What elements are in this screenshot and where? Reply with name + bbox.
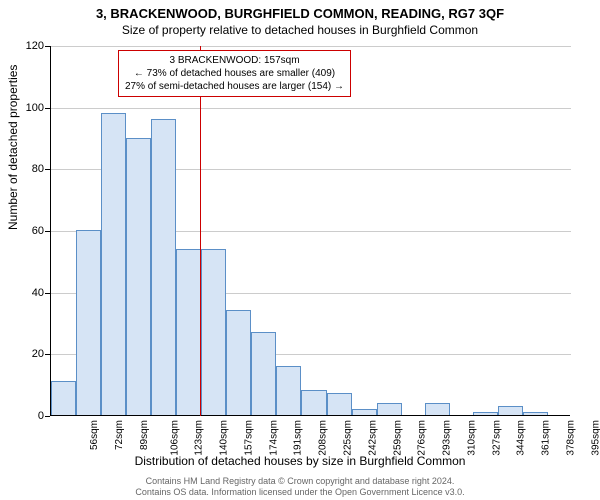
xtick-label: 378sqm: [565, 420, 576, 456]
histogram-bar: [101, 113, 126, 415]
xtick-label: 293sqm: [442, 420, 453, 456]
histogram-bar: [251, 332, 276, 415]
ytick-mark: [45, 293, 50, 294]
xtick-label: 157sqm: [244, 420, 255, 456]
ytick-label: 120: [14, 40, 44, 52]
y-axis-label: Number of detached properties: [6, 65, 20, 230]
histogram-bars: [51, 45, 571, 415]
footer: Contains HM Land Registry data © Crown c…: [0, 476, 600, 498]
annotation-line-2: ← 73% of detached houses are smaller (40…: [125, 67, 344, 80]
ytick-label: 80: [14, 163, 44, 175]
chart-subtitle: Size of property relative to detached ho…: [0, 21, 600, 37]
histogram-bar: [301, 390, 326, 415]
chart-container: 3, BRACKENWOOD, BURGHFIELD COMMON, READI…: [0, 0, 600, 500]
ytick-mark: [45, 169, 50, 170]
histogram-bar: [151, 119, 176, 415]
histogram-bar: [352, 409, 377, 415]
xtick-label: 72sqm: [114, 420, 125, 450]
xtick-label: 327sqm: [491, 420, 502, 456]
xtick-label: 140sqm: [219, 420, 230, 456]
ytick-label: 20: [14, 348, 44, 360]
histogram-bar: [498, 406, 523, 415]
xtick-label: 123sqm: [194, 420, 205, 456]
xtick-label: 361sqm: [541, 420, 552, 456]
histogram-bar: [377, 403, 402, 415]
histogram-bar: [523, 412, 548, 415]
xtick-label: 174sqm: [268, 420, 279, 456]
ytick-label: 60: [14, 225, 44, 237]
ytick-mark: [45, 108, 50, 109]
xtick-label: 310sqm: [466, 420, 477, 456]
ytick-label: 40: [14, 287, 44, 299]
annotation-box: 3 BRACKENWOOD: 157sqm ← 73% of detached …: [118, 50, 351, 97]
ytick-mark: [45, 231, 50, 232]
reference-line: [200, 46, 201, 416]
xtick-label: 106sqm: [169, 420, 180, 456]
histogram-bar: [425, 403, 450, 415]
xtick-label: 225sqm: [343, 420, 354, 456]
footer-line-2: Contains OS data. Information licensed u…: [0, 487, 600, 498]
annotation-line-1: 3 BRACKENWOOD: 157sqm: [125, 54, 344, 67]
chart-title: 3, BRACKENWOOD, BURGHFIELD COMMON, READI…: [0, 0, 600, 21]
histogram-bar: [76, 230, 101, 415]
xtick-label: 191sqm: [293, 420, 304, 456]
plot-area: 020406080100120 56sqm72sqm89sqm106sqm123…: [50, 46, 570, 416]
histogram-bar: [126, 138, 151, 416]
histogram-bar: [327, 393, 352, 415]
histogram-bar: [226, 310, 251, 415]
xtick-label: 208sqm: [318, 420, 329, 456]
xtick-label: 276sqm: [417, 420, 428, 456]
histogram-bar: [276, 366, 301, 415]
xtick-label: 259sqm: [392, 420, 403, 456]
footer-line-1: Contains HM Land Registry data © Crown c…: [0, 476, 600, 487]
histogram-bar: [201, 249, 226, 416]
ytick-mark: [45, 416, 50, 417]
histogram-bar: [473, 412, 498, 415]
xtick-label: 242sqm: [367, 420, 378, 456]
ytick-mark: [45, 354, 50, 355]
x-axis-label: Distribution of detached houses by size …: [0, 454, 600, 468]
ytick-label: 0: [14, 410, 44, 422]
plot-frame: [50, 46, 570, 416]
xtick-label: 56sqm: [89, 420, 100, 450]
xtick-label: 344sqm: [516, 420, 527, 456]
histogram-bar: [51, 381, 76, 415]
histogram-bar: [176, 249, 201, 416]
xtick-label: 395sqm: [590, 420, 600, 456]
ytick-mark: [45, 46, 50, 47]
xtick-label: 89sqm: [139, 420, 150, 450]
ytick-label: 100: [14, 102, 44, 114]
annotation-line-3: 27% of semi-detached houses are larger (…: [125, 80, 344, 93]
